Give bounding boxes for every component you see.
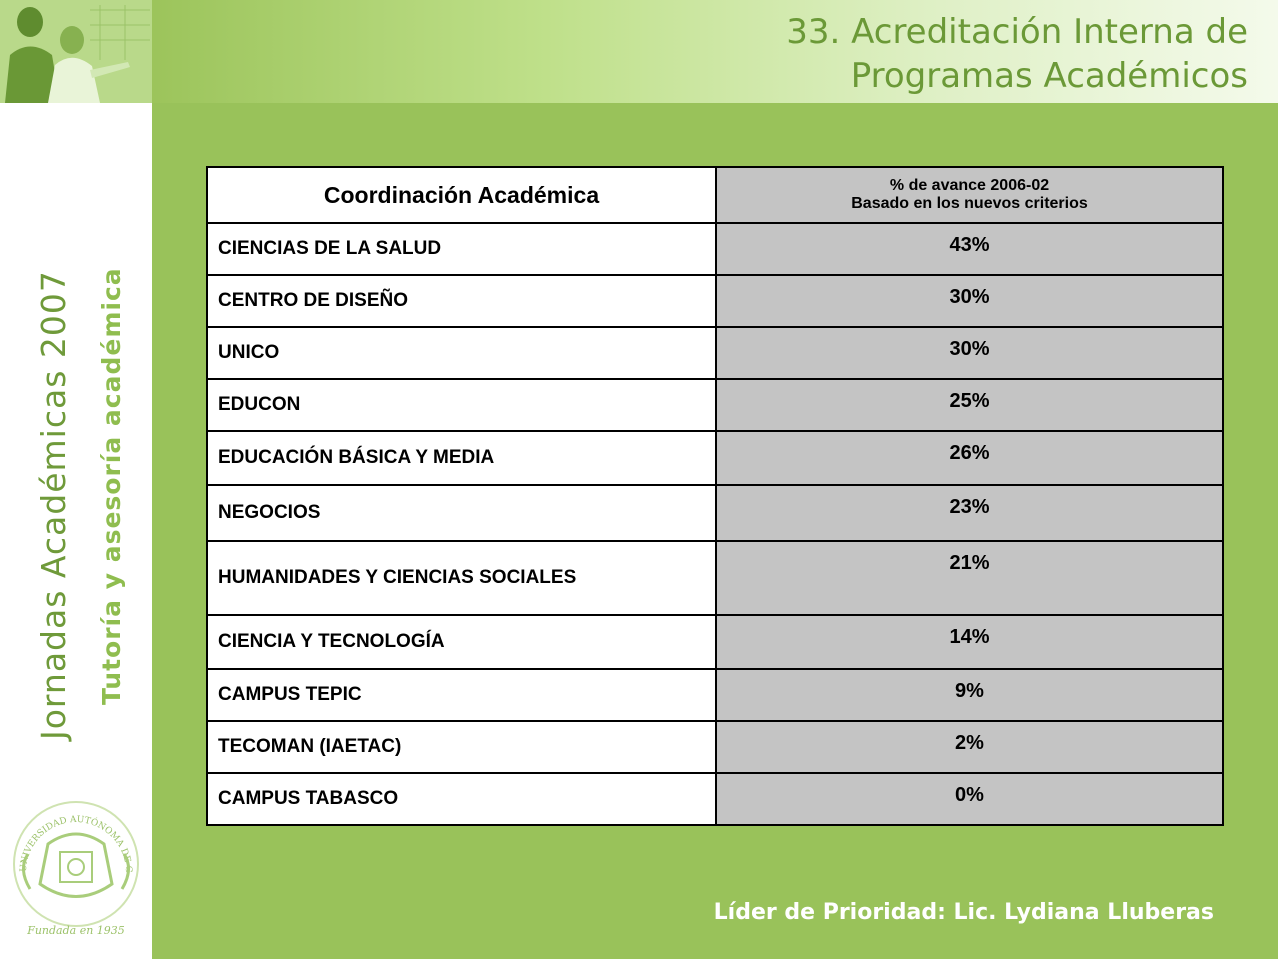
table-row: CAMPUS TABASCO 0%	[206, 772, 1224, 826]
table-row: EDUCON 25%	[206, 378, 1224, 432]
table-header-row: Coordinación Académica % de avance 2006-…	[206, 166, 1224, 224]
coordinacion-cell: CAMPUS TEPIC	[206, 668, 717, 722]
coordinacion-cell: NEGOCIOS	[206, 484, 717, 542]
table-body: CIENCIAS DE LA SALUD 43% CENTRO DE DISEÑO 3…	[206, 222, 1224, 826]
coordinacion-cell: UNICO	[206, 326, 717, 380]
table-row: EDUCACIÓN BÁSICA Y MEDIA 26%	[206, 430, 1224, 486]
avance-cell: 26%	[715, 430, 1224, 486]
accreditation-table: Coordinación Académica % de avance 2006-…	[206, 166, 1224, 826]
avance-cell: 30%	[715, 274, 1224, 328]
event-name: Jornadas Académicas 2007	[34, 270, 73, 740]
title-line-2: Programas Académicos	[850, 56, 1248, 96]
page-title: 33. Acreditación Interna de Programas Ac…	[786, 10, 1248, 98]
table-row: TECOMAN (IAETAC) 2%	[206, 720, 1224, 774]
title-line-1: 33. Acreditación Interna de	[786, 12, 1248, 52]
coordinacion-cell: EDUCACIÓN BÁSICA Y MEDIA	[206, 430, 717, 486]
coordinacion-cell: EDUCON	[206, 378, 717, 432]
table-row: UNICO 30%	[206, 326, 1224, 380]
col-avance-header: % de avance 2006-02 Basado en los nuevos…	[715, 166, 1224, 224]
table-row: CIENCIA Y TECNOLOGÍA 14%	[206, 614, 1224, 670]
university-seal-icon: UNIVERSIDAD AUTÓNOMA DE GUADALAJARA Fund…	[8, 794, 139, 937]
avance-cell: 43%	[715, 222, 1224, 276]
avance-cell: 2%	[715, 720, 1224, 774]
coordinacion-cell: CAMPUS TABASCO	[206, 772, 717, 826]
table-row: CIENCIAS DE LA SALUD 43%	[206, 222, 1224, 276]
coordinacion-cell: CIENCIAS DE LA SALUD	[206, 222, 717, 276]
avance-cell: 25%	[715, 378, 1224, 432]
vertical-text-area: Jornadas Académicas 2007 Tutoría y aseso…	[0, 115, 152, 755]
coordinacion-cell: CIENCIA Y TECNOLOGÍA	[206, 614, 717, 670]
avance-header-line-2: Basado en los nuevos criterios	[851, 195, 1088, 212]
avance-header-line-1: % de avance 2006-02	[889, 177, 1050, 194]
avance-cell: 14%	[715, 614, 1224, 670]
event-subtitle: Tutoría y asesoría académica	[97, 267, 126, 705]
table-row: HUMANIDADES Y CIENCIAS SOCIALES 21%	[206, 540, 1224, 616]
priority-leader: Líder de Prioridad: Lic. Lydiana Llubera…	[713, 900, 1214, 925]
left-sidebar: Jornadas Académicas 2007 Tutoría y aseso…	[0, 0, 152, 959]
seal-founded: Fundada en 1935	[26, 924, 125, 937]
avance-cell: 30%	[715, 326, 1224, 380]
header-photo	[0, 0, 152, 103]
people-photo-icon	[0, 0, 152, 103]
table-row: CAMPUS TEPIC 9%	[206, 668, 1224, 722]
coordinacion-cell: HUMANIDADES Y CIENCIAS SOCIALES	[206, 540, 717, 616]
table-row: CENTRO DE DISEÑO 30%	[206, 274, 1224, 328]
col-coordinacion-header: Coordinación Académica	[206, 166, 717, 224]
avance-cell: 0%	[715, 772, 1224, 826]
avance-cell: 21%	[715, 540, 1224, 616]
avance-cell: 9%	[715, 668, 1224, 722]
coordinacion-cell: TECOMAN (IAETAC)	[206, 720, 717, 774]
coordinacion-cell: CENTRO DE DISEÑO	[206, 274, 717, 328]
table-row: NEGOCIOS 23%	[206, 484, 1224, 542]
avance-cell: 23%	[715, 484, 1224, 542]
header-band: 33. Acreditación Interna de Programas Ac…	[152, 0, 1278, 103]
